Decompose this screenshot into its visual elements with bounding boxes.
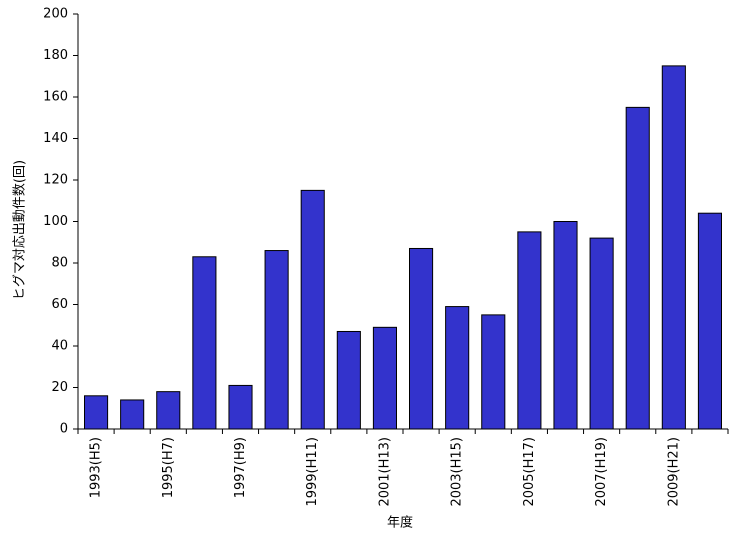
y-tick-label: 120 [43,173,68,188]
y-tick-label: 200 [43,7,68,22]
y-axis-label: ヒグマ対応出動件数(回) [13,160,28,300]
y-tick-label: 40 [51,339,68,354]
y-tick-label: 80 [51,256,68,271]
bar [409,247,434,430]
bar [589,237,614,430]
bar [697,212,723,430]
y-tick-label: 100 [43,214,68,229]
x-tick-label: 1995(H7) [161,437,176,498]
y-tick-label: 140 [43,131,68,146]
bar [336,330,361,430]
bar [553,221,578,430]
bar [300,189,325,430]
x-tick-label: 2003(H15) [450,437,465,507]
bar [156,391,181,430]
y-tick-label: 0 [60,422,68,437]
bar [84,395,109,430]
x-tick-label: 1997(H9) [233,437,248,498]
bar [481,314,506,430]
bar [445,306,470,430]
bar [192,256,217,430]
x-tick-label: 1993(H5) [89,437,104,498]
bar [661,65,686,430]
y-tick-label: 180 [43,48,68,63]
bar [517,231,542,430]
bar [372,326,397,430]
bar [228,384,253,430]
x-axis-label: 年度 [387,515,413,531]
bar [264,250,289,430]
y-tick-label: 160 [43,90,68,105]
bar [625,106,650,430]
y-tick-label: 20 [51,380,68,395]
x-tick-label: 2007(H19) [594,437,609,507]
x-tick-label: 2001(H13) [377,437,392,507]
x-tick-label: 1999(H11) [305,437,320,507]
x-tick-label: 2005(H17) [522,437,537,507]
bar [120,399,145,430]
y-tick-label: 60 [51,297,68,312]
x-tick-label: 2009(H21) [666,437,681,507]
